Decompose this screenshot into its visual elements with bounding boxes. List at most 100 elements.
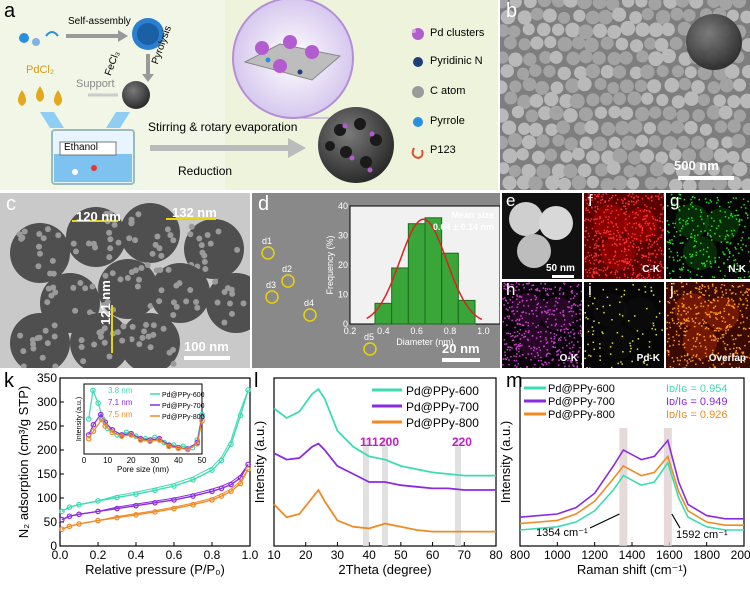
stirring-arrow bbox=[150, 138, 306, 158]
data-point bbox=[59, 508, 65, 515]
x-tick-label: 1600 bbox=[656, 548, 683, 562]
size-label-3: 121 nm bbox=[98, 280, 113, 325]
tem-image bbox=[0, 193, 250, 368]
panel-label: d bbox=[258, 193, 270, 215]
y-tick-label: 10 bbox=[338, 290, 348, 300]
data-point bbox=[133, 502, 139, 509]
chart-m: 800 1000 1200 1400 1600 1800 2000 Raman shift (… bbox=[498, 377, 750, 577]
x-tick-label: 80 bbox=[489, 548, 503, 562]
panel-g: g N-K bbox=[666, 193, 750, 279]
data-point bbox=[199, 411, 205, 418]
band-label-g: 1592 cm⁻¹ bbox=[676, 529, 728, 541]
y-tick-label: 250 bbox=[37, 419, 57, 433]
panel-label: i bbox=[588, 282, 592, 299]
data-point bbox=[85, 416, 92, 422]
data-point bbox=[156, 437, 163, 443]
series-line bbox=[273, 387, 496, 477]
data-point bbox=[133, 512, 139, 518]
mean-size-title: Mean size bbox=[451, 210, 494, 220]
y-tick-label: 200 bbox=[37, 443, 57, 457]
data-point bbox=[97, 411, 104, 418]
y-tick-label: 300 bbox=[37, 395, 57, 409]
panel-c: c 120 nm 132 nm 121 nm 100 nm bbox=[0, 193, 250, 368]
map-label: Pd-K bbox=[636, 353, 660, 364]
chart-l: 10 20 30 40 50 60 70 80 2Theta (degree) Intensity… bbox=[252, 377, 503, 577]
inset-y-axis-label: Intensity (a.u.) bbox=[76, 397, 83, 441]
peak-band bbox=[362, 438, 369, 546]
ethanol-label: Ethanol bbox=[64, 142, 98, 153]
data-point bbox=[59, 526, 65, 533]
data-point bbox=[85, 435, 92, 442]
inset-x-tick-label: 30 bbox=[150, 456, 159, 465]
series-line bbox=[519, 461, 744, 531]
panel-f: f C-K bbox=[584, 193, 664, 279]
size-label-2: 132 nm bbox=[172, 205, 217, 220]
legend-label: Pd@PPy-600 bbox=[406, 384, 479, 398]
legend-label-c-atom: C atom bbox=[430, 85, 466, 97]
y-axis-label: Frequency (%) bbox=[325, 235, 335, 294]
spot-label: d5 bbox=[364, 332, 374, 342]
panel-b: b 500 nm bbox=[500, 0, 750, 190]
histogram-bar bbox=[424, 217, 443, 325]
magnified-view-bubble bbox=[232, 0, 354, 119]
inset-annotation: 3.8 nm bbox=[108, 386, 133, 395]
x-axis-label: Diameter (nm) bbox=[396, 337, 454, 347]
inset-x-tick-label: 20 bbox=[127, 456, 136, 465]
x-tick-label: 60 bbox=[426, 548, 440, 562]
sem-image bbox=[500, 0, 750, 190]
data-point bbox=[185, 446, 191, 453]
x-tick-label: 1000 bbox=[544, 548, 571, 562]
gaussian-fit-line bbox=[366, 218, 483, 321]
legend-label-pd-clusters: Pd clusters bbox=[430, 27, 485, 39]
panel-h: h O-K bbox=[502, 282, 582, 368]
inset-x-tick-label: 40 bbox=[174, 456, 183, 465]
id-ig-ratio: Iᴅ/Iɢ = 0.954 bbox=[666, 383, 727, 395]
panel-label: h bbox=[506, 282, 516, 299]
peak-label: 111 bbox=[360, 435, 379, 449]
y-tick-label: 150 bbox=[37, 467, 57, 481]
inset-x-tick-label: 10 bbox=[103, 456, 112, 465]
x-tick-label: 0.8 bbox=[444, 326, 457, 336]
data-point bbox=[118, 433, 125, 439]
data-point bbox=[109, 429, 116, 436]
x-tick-label: 20 bbox=[299, 548, 313, 562]
spot-marker bbox=[363, 342, 377, 356]
legend-pyrrole-icon bbox=[413, 117, 423, 127]
spot-label: d3 bbox=[266, 280, 276, 290]
x-axis-label: Relative pressure (P/P₀) bbox=[85, 562, 225, 577]
histogram-bar bbox=[457, 299, 476, 325]
data-point bbox=[190, 501, 196, 508]
y-tick-label: 20 bbox=[338, 260, 348, 270]
map-label: Overlap bbox=[708, 353, 746, 364]
desorption-line bbox=[61, 464, 249, 521]
legend-label: Pd@PPy-600 bbox=[548, 383, 615, 395]
x-tick-label: 0.4 bbox=[377, 326, 390, 336]
chart-k: 0.0 0.2 0.4 0.6 0.8 1.0050100150200250300350R… bbox=[16, 371, 259, 577]
y-tick-label: 0 bbox=[50, 539, 57, 553]
peak-band bbox=[454, 438, 461, 546]
micelle-icon bbox=[132, 18, 164, 50]
panel-label: e bbox=[506, 193, 516, 210]
y-tick-label: 350 bbox=[37, 371, 57, 385]
panel-label: f bbox=[588, 193, 593, 210]
x-tick-label: 0.0 bbox=[52, 548, 69, 562]
plot-frame bbox=[59, 377, 251, 547]
x-tick-label: 0.4 bbox=[128, 548, 145, 562]
desorption-line bbox=[61, 389, 249, 512]
size-label-1: 120 nm bbox=[76, 209, 121, 224]
data-point bbox=[166, 443, 172, 450]
arrow-d bbox=[589, 513, 620, 529]
data-point bbox=[90, 428, 97, 434]
data-point bbox=[59, 516, 65, 523]
y-tick-label: 40 bbox=[338, 201, 348, 211]
beaker-icon bbox=[51, 129, 135, 185]
self-assembly-label: Self-assembly bbox=[68, 16, 131, 27]
panel-label: k bbox=[4, 370, 14, 392]
y-tick-label: 0 bbox=[343, 319, 348, 329]
peak-label: 200 bbox=[379, 435, 399, 449]
panel-label: b bbox=[506, 0, 518, 22]
pyrolysis-arrow bbox=[142, 54, 154, 82]
inset-annotation: 7.1 nm bbox=[108, 398, 133, 407]
panel-label: c bbox=[6, 193, 16, 215]
